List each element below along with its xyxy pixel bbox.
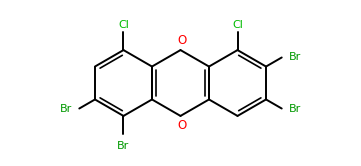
Text: O: O	[178, 119, 187, 132]
Text: Cl: Cl	[232, 20, 243, 30]
Text: Br: Br	[289, 52, 301, 62]
Text: Br: Br	[117, 141, 130, 151]
Text: Cl: Cl	[118, 20, 129, 30]
Text: Br: Br	[60, 104, 72, 114]
Text: O: O	[178, 34, 187, 47]
Text: Br: Br	[289, 104, 301, 114]
